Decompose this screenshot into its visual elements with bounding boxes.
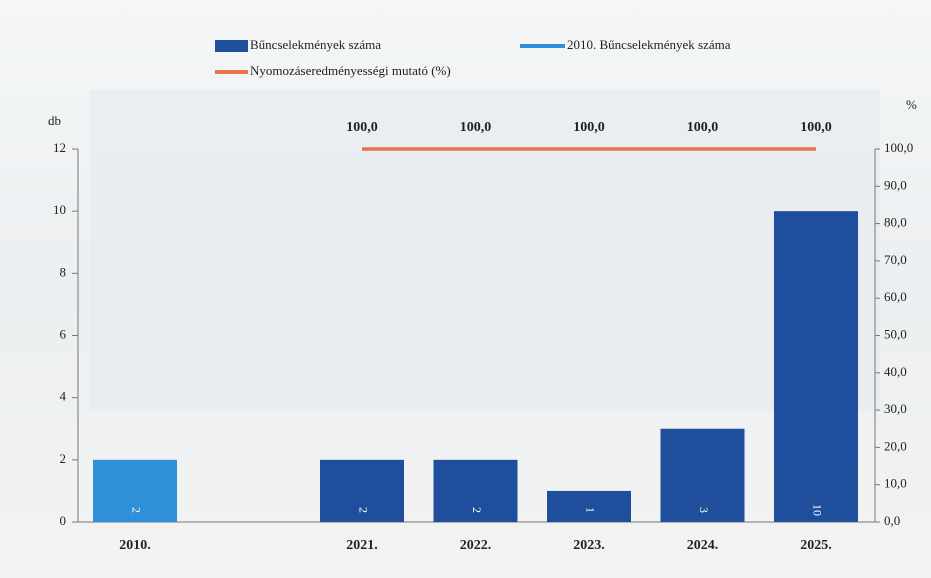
y2-tick-label: 40,0 [884, 364, 907, 379]
y2-tick-label: 0,0 [884, 513, 900, 528]
x-tick-label: 2023. [573, 538, 605, 553]
bar [774, 211, 858, 522]
bar-value-label: 2 [129, 507, 143, 513]
y-tick-label: 6 [60, 326, 67, 341]
y2-tick-label: 50,0 [884, 326, 907, 341]
y-axis-title: db [48, 113, 61, 128]
y-tick-label: 0 [60, 513, 67, 528]
y-tick-label: 10 [53, 202, 66, 217]
bar-value-label: 1 [583, 507, 597, 513]
line-value-label: 100,0 [800, 120, 832, 135]
y2-axis-title: % [906, 97, 917, 112]
y-tick-label: 8 [60, 264, 67, 279]
y2-tick-label: 10,0 [884, 476, 907, 491]
legend-label: Nyomozáseredményességi mutató (%) [250, 63, 451, 78]
bar-value-label: 2 [356, 507, 370, 513]
x-tick-label: 2010. [119, 538, 151, 553]
y2-tick-label: 70,0 [884, 252, 907, 267]
y-tick-label: 4 [60, 389, 67, 404]
y2-tick-label: 100,0 [884, 140, 913, 155]
legend-swatch [215, 40, 248, 52]
y2-tick-label: 80,0 [884, 215, 907, 230]
line-value-label: 100,0 [346, 120, 378, 135]
x-tick-label: 2024. [687, 538, 719, 553]
x-tick-label: 2022. [460, 538, 492, 553]
line-value-label: 100,0 [460, 120, 492, 135]
y-tick-label: 2 [60, 451, 67, 466]
x-tick-label: 2021. [346, 538, 378, 553]
y2-tick-label: 30,0 [884, 401, 907, 416]
x-tick-label: 2025. [800, 538, 832, 553]
legend-label: 2010. Bűncselekmények száma [567, 37, 731, 52]
y2-tick-label: 60,0 [884, 289, 907, 304]
y2-tick-label: 20,0 [884, 438, 907, 453]
background-building [90, 90, 880, 410]
line-value-label: 100,0 [573, 120, 605, 135]
line-value-label: 100,0 [687, 120, 719, 135]
y-tick-label: 12 [53, 140, 66, 155]
y2-tick-label: 90,0 [884, 177, 907, 192]
chart: db % 0246810120,010,020,030,040,050,060,… [0, 0, 931, 578]
page: db % 0246810120,010,020,030,040,050,060,… [0, 0, 931, 578]
bar-value-label: 2 [470, 507, 484, 513]
bar-value-label: 10 [810, 504, 824, 516]
legend-label: Bűncselekmények száma [250, 37, 381, 52]
bar-value-label: 3 [697, 507, 711, 513]
